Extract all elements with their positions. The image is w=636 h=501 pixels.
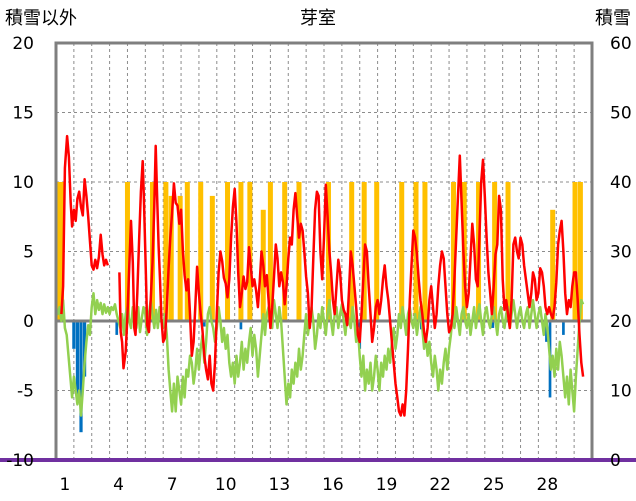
precip-bar <box>267 182 273 321</box>
precip-bar <box>163 182 169 321</box>
precip-bar <box>505 182 511 321</box>
right-tick-label: 40 <box>610 173 632 193</box>
right-tick-labels: 60 50 40 30 20 10 0 <box>610 34 632 471</box>
precip-bar <box>577 182 583 321</box>
precip-bar <box>225 182 231 321</box>
x-tick-labels: 1 4 7 10 13 16 19 22 25 28 <box>60 475 559 495</box>
left-tick-label: -5 <box>17 382 34 402</box>
x-tick-label: 19 <box>376 475 398 495</box>
snow-bar <box>239 321 243 330</box>
x-tick-label: 28 <box>537 475 559 495</box>
precip-bar <box>238 182 244 321</box>
snow-bar <box>79 321 83 433</box>
snow-bar <box>115 321 119 335</box>
precip-bar <box>184 182 190 321</box>
x-tick-label: 13 <box>269 475 291 495</box>
right-tick-label: 10 <box>610 382 632 402</box>
precip-bar <box>451 182 457 321</box>
precip-bar <box>168 195 174 321</box>
right-tick-label: 0 <box>610 451 621 471</box>
precip-bar <box>422 182 428 321</box>
snow-bar <box>72 321 76 349</box>
left-tick-label: -10 <box>6 451 34 471</box>
left-tick-label: 10 <box>12 173 34 193</box>
left-tick-label: 0 <box>23 312 34 332</box>
x-tick-label: 4 <box>113 475 124 495</box>
left-tick-labels: 20 15 10 5 0 -5 -10 <box>6 34 34 471</box>
right-tick-label: 50 <box>610 104 632 124</box>
precip-bar <box>177 195 183 321</box>
x-tick-label: 10 <box>215 475 237 495</box>
precip-bar <box>492 182 498 321</box>
left-axis-label: 積雪以外 <box>5 8 77 29</box>
temperature-line <box>60 134 585 417</box>
precip-bar <box>124 182 130 321</box>
snow-bar <box>75 321 80 398</box>
precip-bar <box>282 182 288 321</box>
ground-line <box>54 291 585 417</box>
right-axis-label: 積雪 <box>595 8 631 29</box>
x-tick-label: 22 <box>429 475 451 495</box>
right-tick-label: 30 <box>610 243 632 263</box>
right-tick-label: 60 <box>610 34 632 54</box>
x-tick-label: 7 <box>167 475 178 495</box>
snow-bar <box>491 321 495 328</box>
precip-bar <box>374 182 380 321</box>
snow-bar <box>202 321 206 327</box>
left-tick-label: 15 <box>12 104 34 124</box>
left-tick-label: 5 <box>23 243 34 263</box>
precip-bar <box>296 182 302 321</box>
precip-bar <box>209 195 215 321</box>
right-tick-label: 20 <box>610 312 632 332</box>
snow-bar <box>562 321 565 335</box>
chart-title: 芽室 <box>300 8 336 29</box>
precip-bar <box>399 182 405 321</box>
precip-bar <box>550 209 556 321</box>
x-tick-label: 16 <box>322 475 344 495</box>
precip-bar <box>56 182 65 321</box>
precip-bar <box>198 182 204 321</box>
x-tick-label: 1 <box>60 475 71 495</box>
precip-bar <box>572 182 578 321</box>
left-tick-label: 20 <box>12 34 34 54</box>
x-tick-label: 25 <box>483 475 505 495</box>
